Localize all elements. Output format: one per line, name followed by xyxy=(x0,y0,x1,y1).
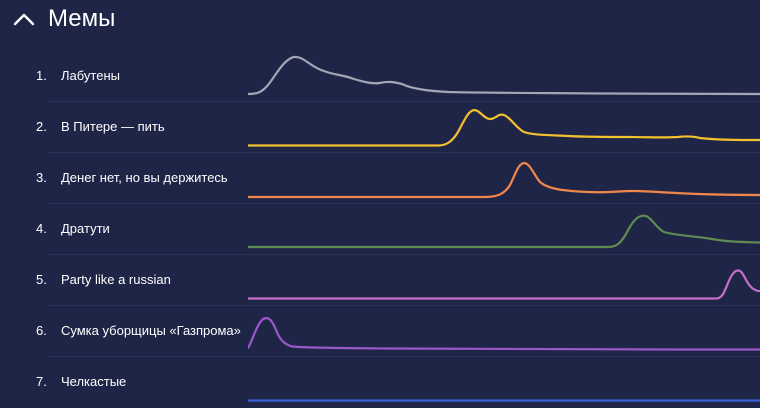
meme-row[interactable]: 1. Лабутены xyxy=(0,51,760,102)
trend-line xyxy=(248,269,760,300)
meme-row[interactable]: 7. Челкастые xyxy=(0,357,760,408)
meme-name: Сумка уборщицы «Газпрома» xyxy=(61,323,241,338)
trend-line xyxy=(248,161,760,199)
row-divider xyxy=(48,152,760,153)
chevron-up-icon[interactable] xyxy=(12,8,36,30)
meme-rank: 1. xyxy=(36,68,47,83)
meme-name: Лабутены xyxy=(61,68,120,83)
meme-row[interactable]: 2. В Питере — пить xyxy=(0,102,760,153)
meme-name: Денег нет, но вы держитесь xyxy=(61,170,228,185)
trend-sparkline xyxy=(248,153,760,204)
meme-row[interactable]: 6. Сумка уборщицы «Газпрома» xyxy=(0,306,760,357)
trend-line xyxy=(248,316,760,351)
meme-rank: 5. xyxy=(36,272,47,287)
trend-line xyxy=(248,55,760,96)
row-divider xyxy=(48,356,760,357)
meme-name: Челкастые xyxy=(61,374,127,389)
meme-rank: 7. xyxy=(36,374,47,389)
meme-name: В Питере — пить xyxy=(61,119,165,134)
trend-line xyxy=(248,108,760,147)
meme-rank: 4. xyxy=(36,221,47,236)
trend-sparkline xyxy=(248,306,760,357)
meme-name: Party like a russian xyxy=(61,272,171,287)
row-divider xyxy=(48,254,760,255)
trend-sparkline xyxy=(248,51,760,102)
row-divider xyxy=(48,203,760,204)
trend-sparkline xyxy=(248,255,760,306)
section-title: Мемы xyxy=(48,5,116,32)
trend-sparkline xyxy=(248,102,760,153)
meme-list: 1. Лабутены 2. В Питере — пить 3. Денег … xyxy=(0,51,760,408)
trend-sparkline xyxy=(248,357,760,408)
row-divider xyxy=(48,305,760,306)
row-divider xyxy=(48,101,760,102)
meme-rank: 2. xyxy=(36,119,47,134)
meme-rank: 6. xyxy=(36,323,47,338)
trend-sparkline xyxy=(248,204,760,255)
meme-row[interactable]: 4. Дратути xyxy=(0,204,760,255)
trend-line xyxy=(248,214,760,249)
section-header[interactable]: Мемы xyxy=(0,0,760,40)
meme-row[interactable]: 3. Денег нет, но вы держитесь xyxy=(0,153,760,204)
meme-rank: 3. xyxy=(36,170,47,185)
meme-row[interactable]: 5. Party like a russian xyxy=(0,255,760,306)
meme-name: Дратути xyxy=(61,221,110,236)
